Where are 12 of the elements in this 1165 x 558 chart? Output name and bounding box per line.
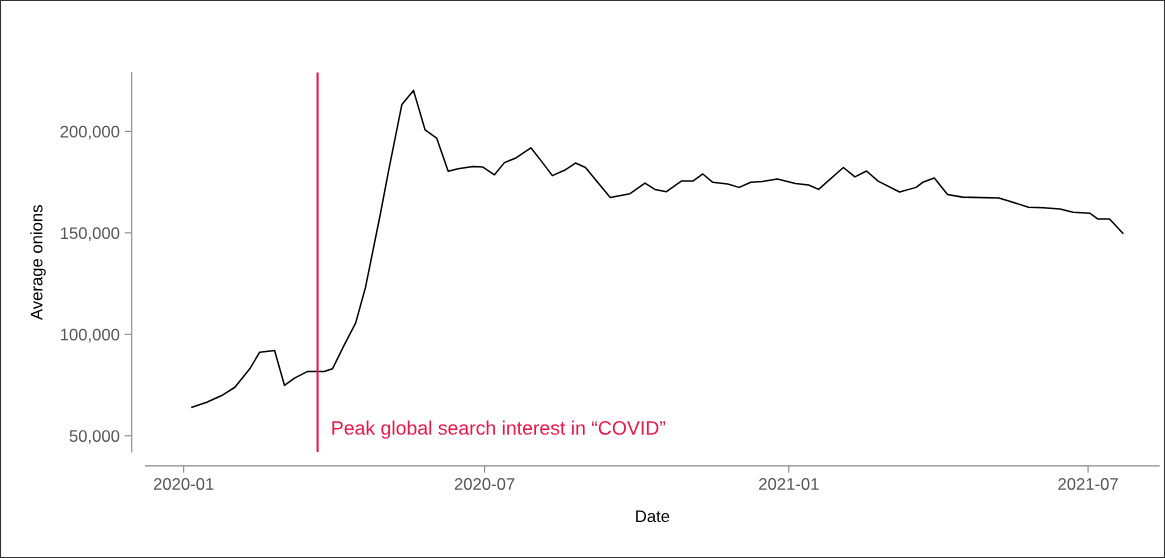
ref-line-label: Peak global search interest in “COVID”	[332, 420, 666, 439]
x-tick-label: 2021-01	[759, 478, 819, 490]
y-tick-label: 100,000	[60, 328, 120, 343]
x-tick-label: 2021-07	[1058, 478, 1118, 490]
y-tick-label: 150,000	[60, 227, 120, 242]
x-axis-title: Date	[636, 510, 670, 523]
line-series	[191, 89, 1124, 409]
y-axis-title: Average onions	[30, 205, 46, 320]
y-tick-label: 200,000	[60, 125, 120, 140]
y-tick-label: 50,000	[69, 430, 120, 444]
x-tick-label: 2020-07	[454, 478, 515, 490]
x-tick-label: 2020-01	[153, 478, 214, 490]
